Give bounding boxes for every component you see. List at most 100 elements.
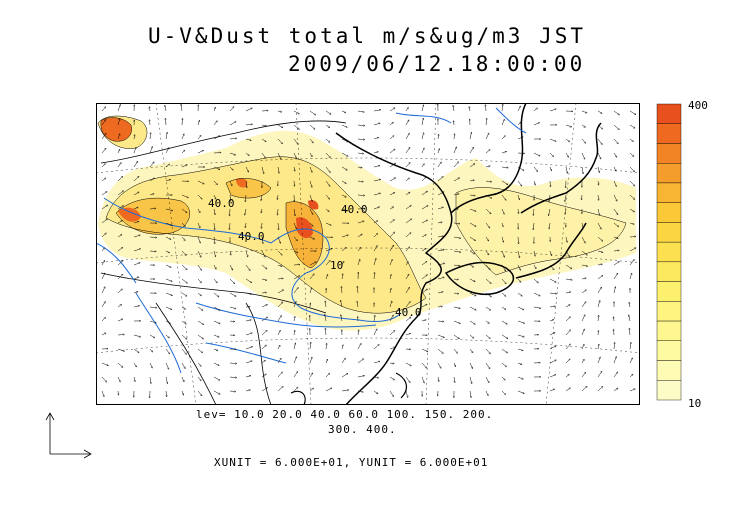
wind-arrow — [613, 262, 619, 266]
colorbar-cell — [656, 163, 682, 184]
wind-arrow — [613, 110, 619, 115]
wind-arrow — [485, 390, 488, 396]
wind-arrow — [501, 376, 505, 380]
wind-arrow — [341, 300, 343, 308]
wind-arrow — [309, 274, 314, 280]
wind-arrow — [101, 302, 105, 308]
wind-arrow — [101, 120, 106, 126]
wind-arrow — [373, 258, 376, 266]
wind-arrow — [229, 377, 237, 378]
wind-arrow — [101, 362, 108, 366]
wind-arrow — [581, 110, 587, 113]
wind-arrow — [309, 180, 312, 188]
wind-arrow — [165, 334, 170, 338]
wind-arrow — [549, 138, 556, 141]
wind-arrow — [309, 166, 312, 173]
wind-arrow — [374, 272, 375, 280]
wind-arrow — [261, 208, 262, 213]
wind-arrow — [245, 124, 253, 125]
wind-arrow — [453, 223, 460, 224]
wind-arrow — [501, 390, 506, 395]
wind-arrow — [245, 108, 252, 112]
wind-arrow — [405, 162, 410, 168]
wind-arrow — [421, 191, 428, 196]
wind-arrow — [278, 208, 279, 215]
wind-arrow — [501, 236, 504, 242]
colorbar-cell — [656, 222, 682, 243]
wind-arrow — [629, 358, 633, 364]
wind-arrow — [213, 278, 217, 283]
wind-arrow — [437, 348, 443, 354]
wind-arrow — [149, 162, 154, 168]
wind-arrow — [197, 320, 204, 325]
wind-arrow — [373, 329, 377, 336]
wind-arrow — [373, 207, 380, 210]
wind-arrow — [405, 274, 409, 280]
colorbar-cell — [656, 182, 682, 203]
wind-arrow — [437, 321, 444, 322]
wind-arrow — [325, 166, 330, 173]
colorbar-cell — [656, 103, 682, 124]
wind-arrow — [197, 180, 204, 184]
wind-arrow — [517, 106, 521, 112]
wind-arrow — [517, 250, 520, 258]
wind-arrow — [533, 108, 538, 112]
wind-arrow — [277, 138, 283, 144]
wind-arrow — [134, 376, 135, 382]
wind-arrow — [229, 122, 236, 126]
wind-arrow — [549, 194, 551, 202]
wind-arrow — [341, 124, 347, 127]
wind-arrow — [325, 248, 333, 252]
contour-label: 10 — [330, 259, 343, 272]
wind-arrow — [454, 134, 455, 140]
graticule — [96, 103, 640, 405]
wind-arrow — [437, 292, 443, 294]
wind-arrow — [533, 208, 534, 216]
wind-arrow — [277, 315, 282, 322]
wind-arrow — [101, 317, 106, 322]
wind-arrow — [181, 150, 185, 154]
wind-arrow — [149, 194, 154, 196]
wind-arrow — [181, 376, 184, 382]
wind-arrow — [101, 248, 105, 252]
wind-arrow — [629, 328, 630, 336]
wind-arrow — [293, 387, 298, 392]
wind-arrow — [613, 194, 617, 201]
wind-arrow — [261, 330, 267, 336]
wind-arrow — [517, 376, 523, 379]
colorbar-cell — [656, 301, 682, 322]
wind-arrow — [389, 207, 394, 210]
wind-arrow — [405, 302, 410, 308]
wind-arrow — [614, 342, 615, 350]
wind-arrow — [325, 208, 329, 212]
wind-arrow — [421, 362, 427, 368]
wind-arrow — [181, 348, 187, 354]
wind-arrow — [277, 236, 281, 243]
wind-arrow — [501, 306, 506, 310]
wind-arrow — [581, 124, 586, 127]
contour-label: 40.0 — [341, 203, 368, 216]
wind-arrow — [261, 345, 266, 350]
colorbar-cell — [656, 143, 682, 164]
wind-arrow — [421, 289, 428, 294]
wind-arrow — [405, 247, 410, 252]
wind-arrow — [453, 147, 457, 154]
wind-arrow — [117, 206, 124, 210]
wind-arrow — [581, 236, 585, 243]
wind-arrow — [357, 234, 362, 238]
wind-arrow — [117, 335, 124, 336]
wind-arrow — [565, 317, 571, 322]
wind-arrow — [117, 260, 123, 266]
wind-arrow — [613, 166, 616, 171]
wind-arrow — [213, 334, 219, 337]
wind-arrow — [565, 124, 572, 127]
wind-arrow — [437, 192, 444, 196]
wind-arrow — [101, 164, 105, 168]
wind-arrow — [294, 330, 295, 336]
dust-wind-map: 40.0 40.0 40.0 40.0 10 — [96, 103, 640, 405]
wind-arrow — [165, 222, 172, 226]
wind-arrow — [149, 208, 156, 209]
wind-arrow — [598, 180, 599, 185]
wind-arrow — [629, 315, 631, 322]
wind-arrow — [454, 376, 455, 383]
